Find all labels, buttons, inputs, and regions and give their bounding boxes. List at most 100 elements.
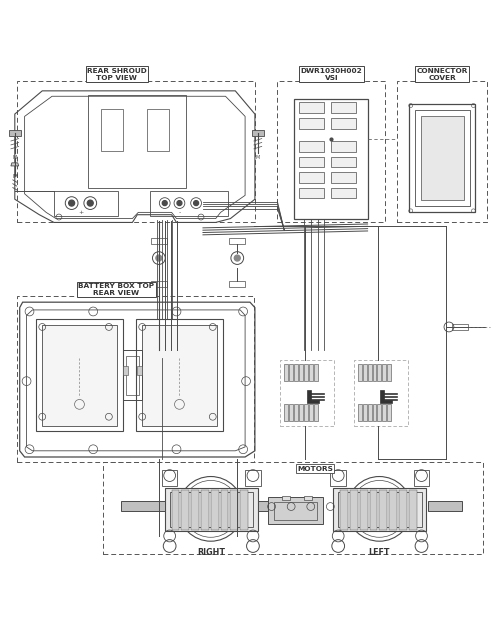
Bar [294,99,368,218]
Bar [332,103,356,113]
Bar [340,489,348,530]
Bar [240,489,248,530]
Bar [299,404,303,422]
Bar [360,489,368,530]
Bar [414,110,470,206]
Bar [191,489,199,530]
Text: M: M [256,155,260,160]
Text: MOTORS: MOTORS [297,465,333,472]
Text: M: M [12,173,18,179]
Bar [151,238,166,244]
Bar [399,489,407,530]
Bar [452,324,468,330]
Polygon shape [307,391,318,403]
Bar [126,356,140,395]
Bar [354,360,408,426]
Text: M: M [12,155,17,160]
Bar [289,364,293,381]
Bar [103,463,483,554]
Bar [414,470,430,486]
Bar [389,489,397,530]
Text: REAR SHROUD
TOP VIEW: REAR SHROUD TOP VIEW [87,68,146,81]
Bar [299,172,324,183]
Bar [150,192,228,216]
Bar [397,81,487,222]
Bar [284,404,288,422]
Bar [332,156,356,168]
Bar [420,116,464,200]
Bar [258,501,276,511]
Bar [172,489,179,530]
Bar [304,496,312,500]
Circle shape [162,201,167,206]
Bar [284,364,288,381]
Bar [368,404,372,422]
Bar [314,364,318,381]
Bar [409,489,416,530]
Bar [280,360,334,426]
Bar [338,492,421,527]
Bar [182,489,189,530]
Bar [294,404,298,422]
Bar [36,319,122,432]
Bar [201,489,209,530]
Bar [230,489,238,530]
Bar [304,404,308,422]
Bar [42,325,117,426]
Bar [299,141,324,152]
Bar [362,364,366,381]
Bar [330,470,346,486]
Bar [294,364,298,381]
Bar [17,81,255,222]
Bar [380,489,387,530]
Bar [289,404,293,422]
Bar [136,319,222,432]
Polygon shape [380,391,392,403]
Bar [362,404,366,422]
Bar [332,118,356,128]
Bar [332,172,356,183]
Bar [122,366,128,375]
Text: DWR1030H002
VSI: DWR1030H002 VSI [300,68,362,81]
Circle shape [68,200,74,206]
Bar [88,95,186,187]
Bar [122,350,142,401]
Bar [387,404,391,422]
Bar [409,104,476,213]
Bar [304,364,308,381]
Bar [358,364,362,381]
Bar [370,489,378,530]
Bar [309,364,312,381]
Bar [368,364,372,381]
Bar [252,130,264,135]
Bar [378,404,382,422]
Bar [378,364,382,381]
Bar [278,81,385,222]
Bar [164,488,258,530]
Bar [309,404,312,422]
Circle shape [194,201,198,206]
Bar [299,103,324,113]
Text: CONNECTOR
COVER: CONNECTOR COVER [416,68,468,81]
Bar [268,498,322,524]
Bar [372,364,376,381]
Bar [147,109,169,151]
Bar [9,130,20,135]
Bar [294,501,314,511]
Bar [332,141,356,152]
Circle shape [88,200,93,206]
Bar [142,325,216,426]
Bar [245,470,261,486]
Bar [299,364,303,381]
Bar [138,366,142,375]
Bar [332,187,356,199]
Bar [428,501,462,511]
Bar [162,470,178,486]
Text: -: - [178,210,180,215]
Bar [220,489,228,530]
Text: BATTERY BOX TOP
REAR VIEW: BATTERY BOX TOP REAR VIEW [78,283,154,296]
Circle shape [234,255,240,261]
Bar [334,488,426,530]
Bar [170,492,253,527]
Bar [282,496,290,500]
